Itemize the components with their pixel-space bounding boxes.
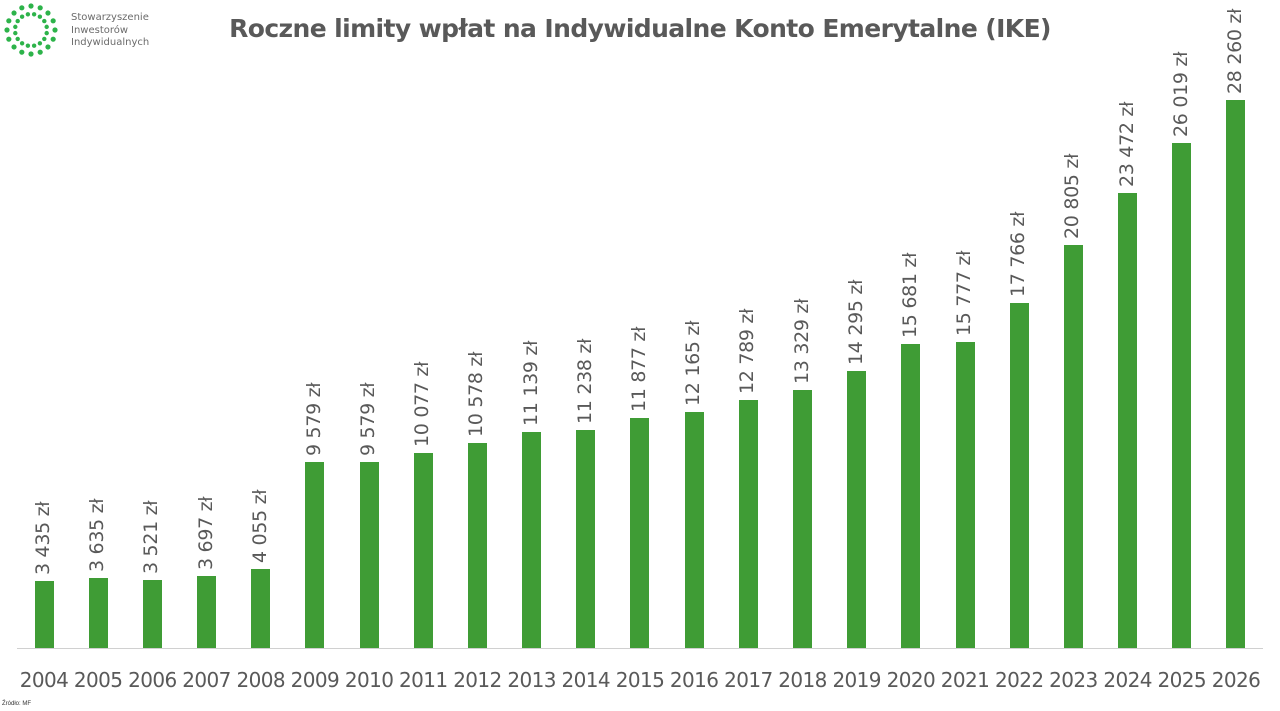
bar-2014 xyxy=(576,430,596,648)
data-label-2024: 23 472 zł xyxy=(1115,101,1138,187)
bar-2024 xyxy=(1118,192,1138,648)
x-tick-2024: 2024 xyxy=(1103,668,1152,692)
bar-2020 xyxy=(901,343,921,648)
x-tick-2022: 2022 xyxy=(994,668,1044,692)
x-tick-2008: 2008 xyxy=(236,668,285,692)
x-tick-2018: 2018 xyxy=(778,668,827,692)
x-tick-2025: 2025 xyxy=(1157,668,1207,692)
bar-2009 xyxy=(305,462,325,648)
data-label-2008: 4 055 zł xyxy=(248,489,271,564)
bar-2006 xyxy=(142,579,162,648)
bar-2018 xyxy=(793,389,813,648)
x-tick-2005: 2005 xyxy=(73,668,123,692)
x-tick-2011: 2011 xyxy=(399,668,448,692)
data-label-2005: 3 635 zł xyxy=(86,498,109,572)
dotted-circle-logo-icon xyxy=(4,3,58,57)
bar-2015 xyxy=(630,417,650,648)
data-label-2006: 3 521 zł xyxy=(140,500,163,574)
x-tick-2007: 2007 xyxy=(182,668,231,692)
data-label-2020: 15 681 zł xyxy=(898,252,921,338)
x-tick-2010: 2010 xyxy=(344,668,394,692)
organization-name: Stowarzyszenie Inwestorów Indywidualnych xyxy=(71,12,149,50)
x-tick-2020: 2020 xyxy=(886,668,936,692)
data-label-2016: 12 165 zł xyxy=(682,320,705,407)
bar-2007 xyxy=(197,576,217,648)
bar-2013 xyxy=(522,431,542,648)
bar-2026 xyxy=(1226,100,1246,648)
x-tick-2012: 2012 xyxy=(453,668,502,692)
x-tick-2019: 2019 xyxy=(832,668,881,692)
bar-2025 xyxy=(1172,143,1192,648)
data-label-2011: 10 077 zł xyxy=(411,361,434,447)
data-label-2025: 26 019 zł xyxy=(1169,52,1192,138)
bar-2016 xyxy=(684,412,704,648)
x-tick-2006: 2006 xyxy=(128,668,177,692)
data-label-2023: 20 805 zł xyxy=(1061,153,1084,239)
x-tick-2023: 2023 xyxy=(1049,668,1098,692)
data-label-2013: 11 139 zł xyxy=(519,340,542,426)
x-tick-2026: 2026 xyxy=(1211,668,1261,692)
x-tick-2017: 2017 xyxy=(724,668,773,692)
data-label-2017: 12 789 zł xyxy=(736,308,759,394)
data-label-2015: 11 877 zł xyxy=(627,326,650,412)
bar-2022 xyxy=(1009,303,1029,648)
x-tick-2004: 2004 xyxy=(19,668,69,692)
data-label-2004: 3 435 zł xyxy=(32,501,54,576)
bar-2017 xyxy=(738,400,758,648)
bar-2019 xyxy=(847,370,867,648)
x-tick-2016: 2016 xyxy=(669,668,719,692)
x-tick-2014: 2014 xyxy=(561,668,611,692)
bar-2008 xyxy=(251,569,271,648)
data-label-2018: 13 329 zł xyxy=(790,298,813,384)
data-label-2026: 28 260 zł xyxy=(1223,8,1246,94)
data-label-2012: 10 578 zł xyxy=(465,351,488,437)
data-label-2019: 14 295 zł xyxy=(844,279,867,365)
data-label-2010: 9 579 zł xyxy=(357,382,380,457)
bar-2004 xyxy=(34,581,54,648)
x-tick-2021: 2021 xyxy=(940,668,990,692)
logo-line-2: Inwestorów xyxy=(71,24,129,36)
logo-line-1: Stowarzyszenie xyxy=(71,12,149,23)
x-tick-2013: 2013 xyxy=(507,668,556,692)
data-label-2007: 3 697 zł xyxy=(194,496,217,571)
bar-2023 xyxy=(1063,244,1083,648)
data-label-2021: 15 777 zł xyxy=(953,250,976,337)
data-label-2009: 9 579 zł xyxy=(302,382,325,457)
x-tick-2015: 2015 xyxy=(615,668,665,692)
chart-title: Roczne limity wpłat na Indywidualne Kont… xyxy=(229,14,1051,43)
source-note: Źródło: MF xyxy=(2,701,32,707)
x-tick-2009: 2009 xyxy=(290,668,340,692)
bar-2011 xyxy=(413,452,433,648)
bar-2005 xyxy=(88,577,108,648)
data-label-2022: 17 766 zł xyxy=(1007,212,1030,298)
organization-logo: Stowarzyszenie Inwestorów Indywidualnych xyxy=(0,0,200,62)
logo-line-3: Indywidualnych xyxy=(71,37,150,48)
x-axis-line xyxy=(17,648,1263,649)
data-label-2014: 11 238 zł xyxy=(573,338,596,425)
bar-2012 xyxy=(467,442,487,648)
bar-2021 xyxy=(955,342,975,648)
bar-2010 xyxy=(359,462,379,648)
